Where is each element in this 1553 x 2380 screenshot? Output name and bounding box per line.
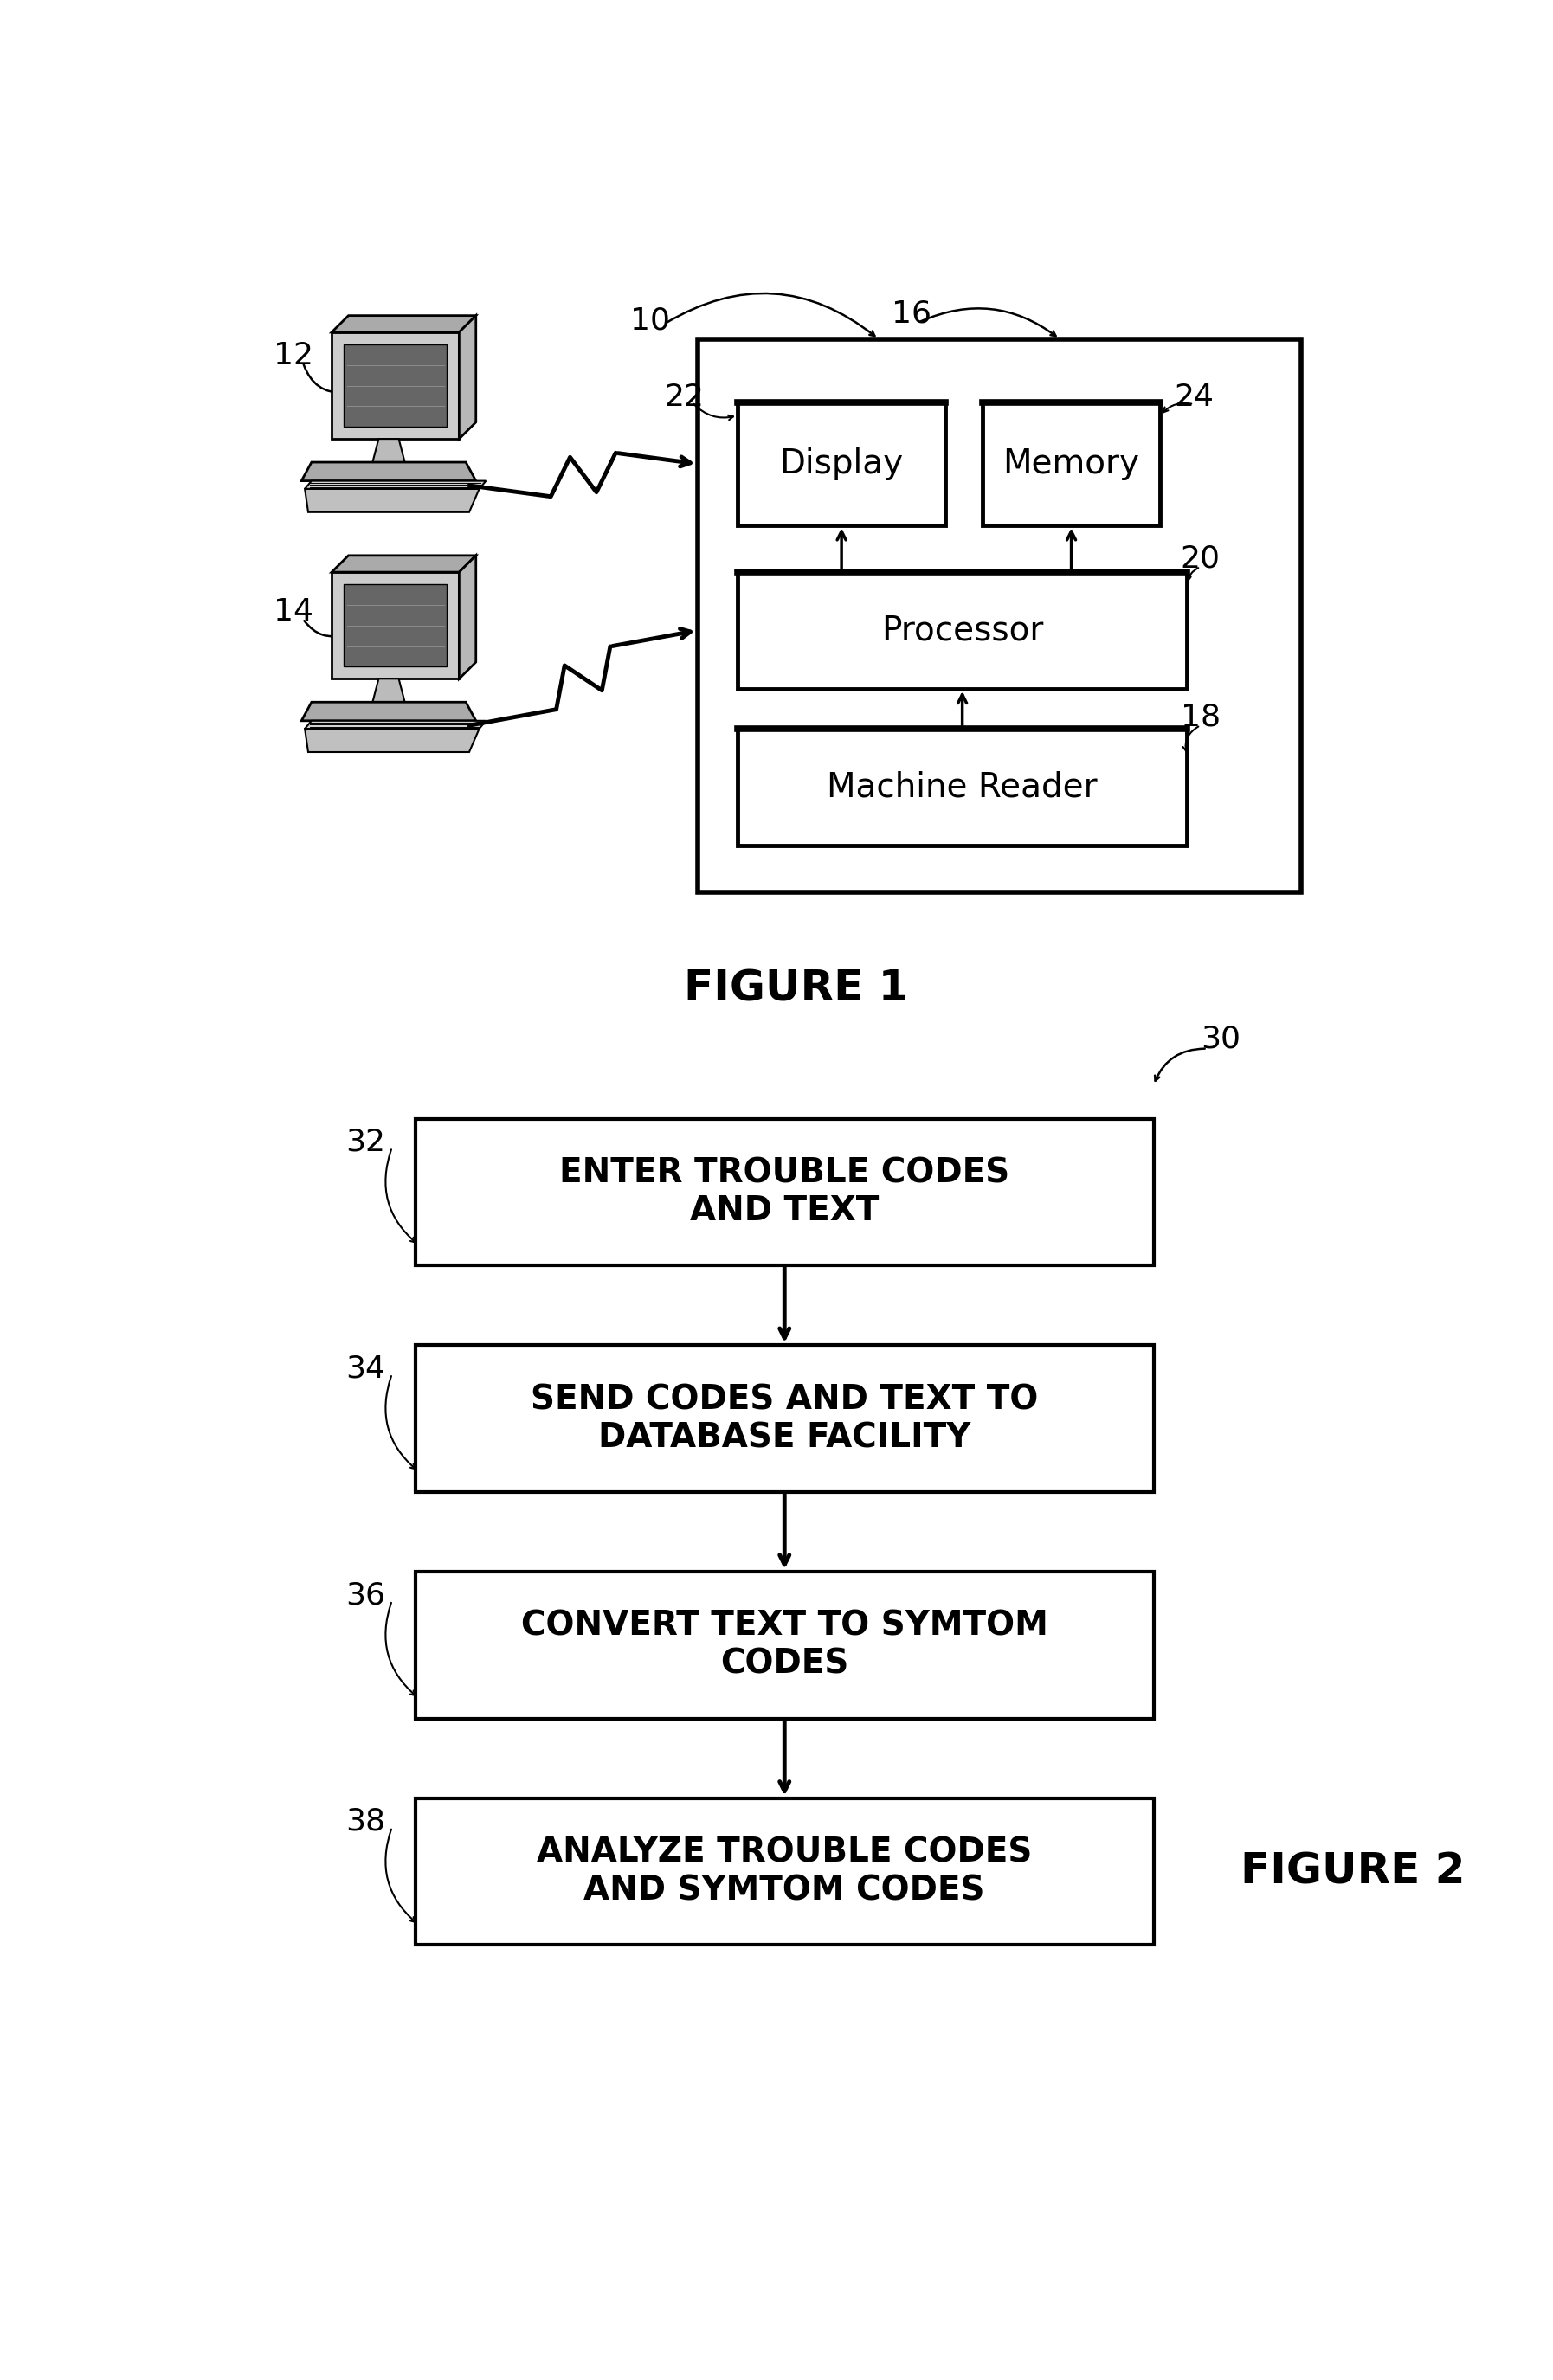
Text: 34: 34 (345, 1354, 385, 1383)
Text: ENTER TROUBLE CODES
AND TEXT: ENTER TROUBLE CODES AND TEXT (559, 1157, 1009, 1228)
Bar (738, 402, 946, 526)
Bar (697, 338, 1301, 892)
Polygon shape (343, 345, 447, 426)
Text: Machine Reader: Machine Reader (828, 771, 1098, 804)
Bar (738, 571, 1186, 688)
Text: Display: Display (780, 447, 904, 481)
Polygon shape (332, 333, 460, 438)
Text: 22: 22 (665, 383, 704, 412)
Polygon shape (332, 571, 460, 678)
Polygon shape (301, 702, 475, 721)
Polygon shape (304, 728, 480, 752)
Text: Memory: Memory (1003, 447, 1140, 481)
Polygon shape (373, 678, 405, 702)
Text: Processor: Processor (881, 614, 1044, 647)
Polygon shape (332, 317, 475, 333)
Text: 24: 24 (1174, 383, 1213, 412)
Bar (983, 402, 1160, 526)
Bar (416, 1119, 1154, 1266)
Text: SEND CODES AND TEXT TO
DATABASE FACILITY: SEND CODES AND TEXT TO DATABASE FACILITY (531, 1383, 1039, 1454)
Polygon shape (373, 438, 405, 462)
Bar (416, 1345, 1154, 1492)
Polygon shape (343, 583, 447, 666)
Polygon shape (460, 555, 475, 678)
Text: CONVERT TEXT TO SYMTOM
CODES: CONVERT TEXT TO SYMTOM CODES (520, 1609, 1048, 1680)
Text: FIGURE 1: FIGURE 1 (683, 969, 909, 1009)
Text: ANALYZE TROUBLE CODES
AND SYMTOM CODES: ANALYZE TROUBLE CODES AND SYMTOM CODES (537, 1835, 1033, 1906)
Text: 14: 14 (273, 597, 314, 626)
Text: 38: 38 (345, 1806, 385, 1837)
Text: 36: 36 (345, 1580, 385, 1609)
Bar (738, 728, 1186, 845)
Polygon shape (304, 721, 486, 728)
Text: 18: 18 (1180, 702, 1221, 733)
Text: 30: 30 (1200, 1023, 1241, 1054)
Polygon shape (304, 481, 486, 488)
Text: 32: 32 (345, 1128, 385, 1157)
Bar (416, 1799, 1154, 1944)
Polygon shape (301, 462, 475, 481)
Polygon shape (460, 317, 475, 438)
Text: 10: 10 (631, 305, 671, 336)
Text: 12: 12 (273, 340, 314, 371)
Text: FIGURE 2: FIGURE 2 (1241, 1852, 1466, 1892)
Text: 16: 16 (891, 300, 932, 328)
Text: 20: 20 (1180, 545, 1221, 574)
Polygon shape (304, 488, 480, 512)
Polygon shape (332, 555, 475, 571)
Bar (416, 1571, 1154, 1718)
